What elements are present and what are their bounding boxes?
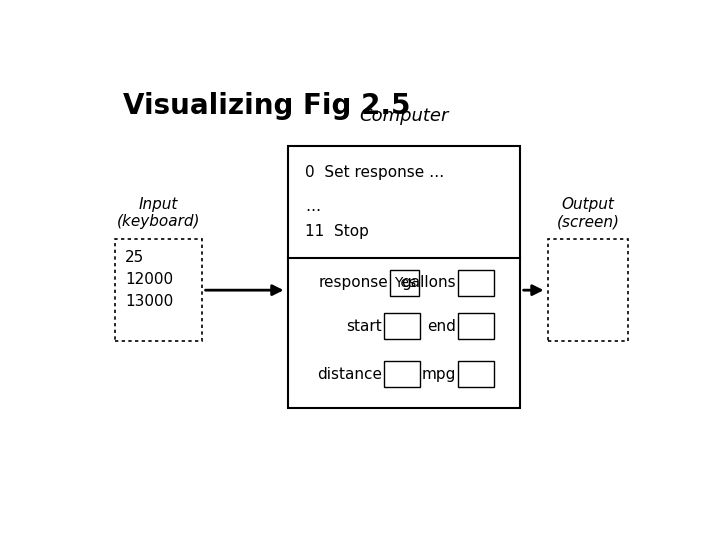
Bar xyxy=(384,313,420,339)
Bar xyxy=(458,270,494,295)
Text: 11  Stop: 11 Stop xyxy=(305,224,369,239)
Text: 25
12000
13000: 25 12000 13000 xyxy=(125,250,174,309)
Text: Computer: Computer xyxy=(359,107,449,125)
Bar xyxy=(115,239,202,341)
Bar xyxy=(458,313,494,339)
Text: response: response xyxy=(319,275,389,290)
Text: mpg: mpg xyxy=(422,367,456,382)
Text: distance: distance xyxy=(318,367,382,382)
Text: Output
(screen): Output (screen) xyxy=(557,197,619,229)
Bar xyxy=(547,239,629,341)
Text: gallons: gallons xyxy=(402,275,456,290)
Text: end: end xyxy=(427,319,456,334)
Bar xyxy=(288,146,520,408)
Text: 0  Set response …: 0 Set response … xyxy=(305,165,444,180)
Text: Yes: Yes xyxy=(394,276,415,289)
Text: Visualizing Fig 2.5: Visualizing Fig 2.5 xyxy=(124,92,411,120)
Bar xyxy=(390,270,419,295)
Text: …: … xyxy=(305,199,320,214)
Bar xyxy=(384,361,420,387)
Text: start: start xyxy=(346,319,382,334)
Text: Input
(keyboard): Input (keyboard) xyxy=(117,197,200,229)
Bar xyxy=(458,361,494,387)
